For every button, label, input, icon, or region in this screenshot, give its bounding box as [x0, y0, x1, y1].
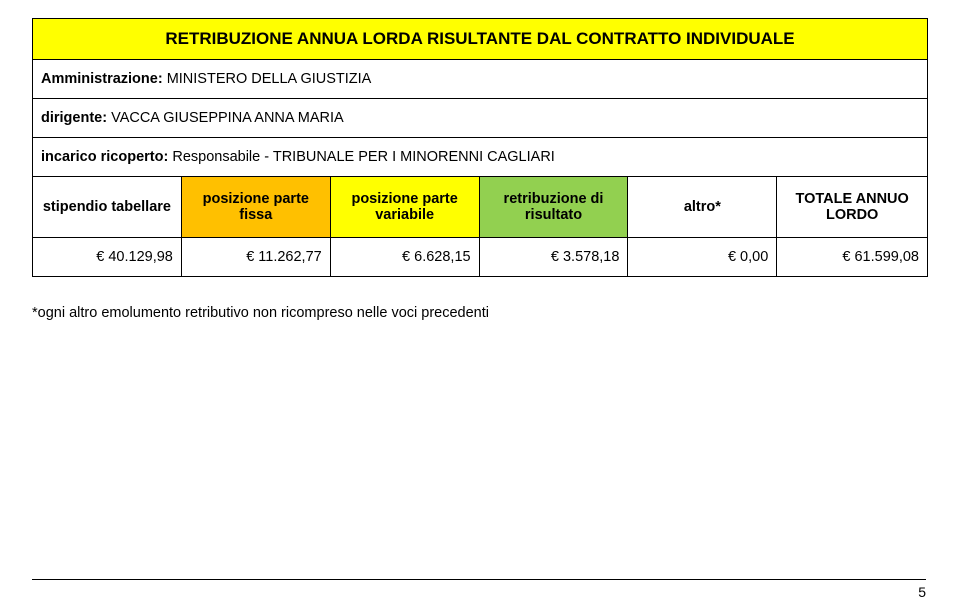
admin-cell: Amministrazione: MINISTERO DELLA GIUSTIZ… [33, 60, 928, 99]
title-row: RETRIBUZIONE ANNUA LORDA RISULTANTE DAL … [33, 19, 928, 60]
header-altro: altro* [628, 177, 777, 238]
header-stipendio: stipendio tabellare [33, 177, 182, 238]
retribuzione-table: RETRIBUZIONE ANNUA LORDA RISULTANTE DAL … [32, 18, 928, 277]
header-risultato: retribuzione di risultato [479, 177, 628, 238]
dirigente-value: VACCA GIUSEPPINA ANNA MARIA [111, 110, 344, 126]
value-row: € 40.129,98 € 11.262,77 € 6.628,15 € 3.5… [33, 238, 928, 277]
value-variabile: € 6.628,15 [330, 238, 479, 277]
value-totale: € 61.599,08 [777, 238, 928, 277]
header-fissa: posizione parte fissa [181, 177, 330, 238]
dirigente-cell: dirigente: VACCA GIUSEPPINA ANNA MARIA [33, 99, 928, 138]
value-stipendio: € 40.129,98 [33, 238, 182, 277]
header-variabile: posizione parte variabile [330, 177, 479, 238]
header-totale: TOTALE ANNUO LORDO [777, 177, 928, 238]
incarico-value: Responsabile - TRIBUNALE PER I MINORENNI… [172, 149, 554, 165]
incarico-cell: incarico ricoperto: Responsabile - TRIBU… [33, 138, 928, 177]
value-fissa: € 11.262,77 [181, 238, 330, 277]
value-altro: € 0,00 [628, 238, 777, 277]
header-row: stipendio tabellare posizione parte fiss… [33, 177, 928, 238]
dirigente-row: dirigente: VACCA GIUSEPPINA ANNA MARIA [33, 99, 928, 138]
incarico-label: incarico ricoperto: [41, 149, 172, 165]
incarico-row: incarico ricoperto: Responsabile - TRIBU… [33, 138, 928, 177]
admin-label: Amministrazione: [41, 71, 167, 87]
admin-value: MINISTERO DELLA GIUSTIZIA [167, 71, 372, 87]
dirigente-label: dirigente: [41, 110, 111, 126]
value-risultato: € 3.578,18 [479, 238, 628, 277]
admin-row: Amministrazione: MINISTERO DELLA GIUSTIZ… [33, 60, 928, 99]
footnote-text: *ogni altro emolumento retributivo non r… [32, 305, 928, 321]
page-number: 5 [32, 579, 926, 600]
title-cell: RETRIBUZIONE ANNUA LORDA RISULTANTE DAL … [33, 19, 928, 60]
